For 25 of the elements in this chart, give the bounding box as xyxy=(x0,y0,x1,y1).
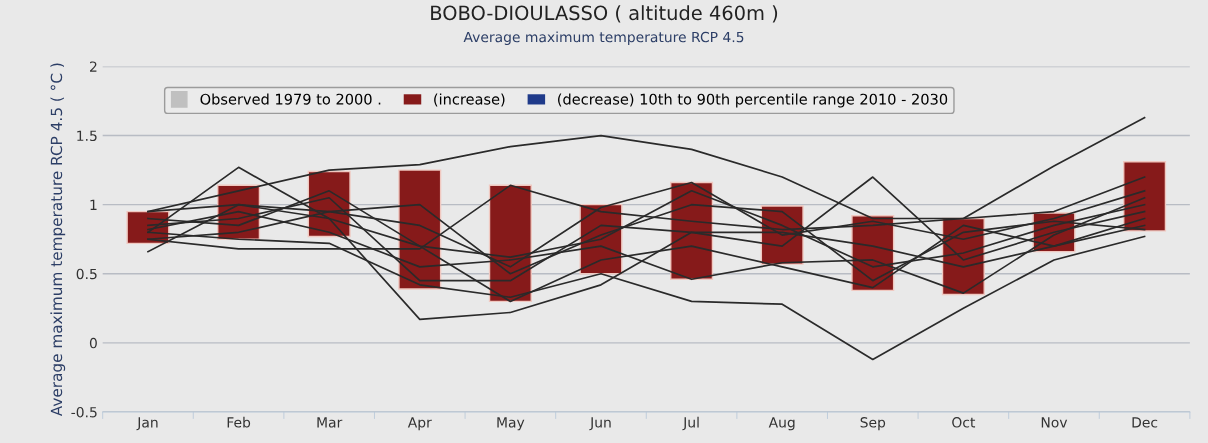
bar xyxy=(1123,161,1167,232)
legend-label: Observed 1979 to 2000 . xyxy=(200,93,381,105)
y-tick-label: 1 xyxy=(90,199,97,210)
x-tick-label: Mar xyxy=(317,417,343,428)
x-tick-label: Sep xyxy=(860,417,886,431)
x-tick-label: Apr xyxy=(407,417,432,431)
x-tick-label: Nov xyxy=(1041,417,1068,428)
x-tick-label: Jan xyxy=(136,417,158,431)
x-tick-label: Aug xyxy=(768,417,795,431)
chart-subtitle: Average maximum temperature RCP 4.5 xyxy=(463,31,744,45)
x-tick-label: Dec xyxy=(1132,417,1158,428)
y-tick-label: 0.5 xyxy=(76,268,97,280)
y-tick-label: 2 xyxy=(90,61,97,72)
legend-label: (increase) xyxy=(434,93,505,107)
x-tick-label: Oct xyxy=(952,417,976,428)
y-tick-label: 1.5 xyxy=(77,130,97,142)
x-tick-label: Feb xyxy=(227,416,251,428)
x-tick-label: May xyxy=(497,417,525,431)
y-axis-title: Average maximum temperature RCP 4.5 ( °C ) xyxy=(50,63,66,417)
y-tick-label: 0 xyxy=(89,337,97,349)
chart-title: BOBO-DIOULASSO ( altitude 460m ) xyxy=(431,5,778,23)
x-tick-label: Jun xyxy=(589,417,611,431)
x-tick-label: Jul xyxy=(682,416,699,431)
y-tick-label: -0.5 xyxy=(71,406,97,418)
legend-label: (decrease) 10th to 90th percentile range 2010 - 2030 xyxy=(558,93,948,108)
